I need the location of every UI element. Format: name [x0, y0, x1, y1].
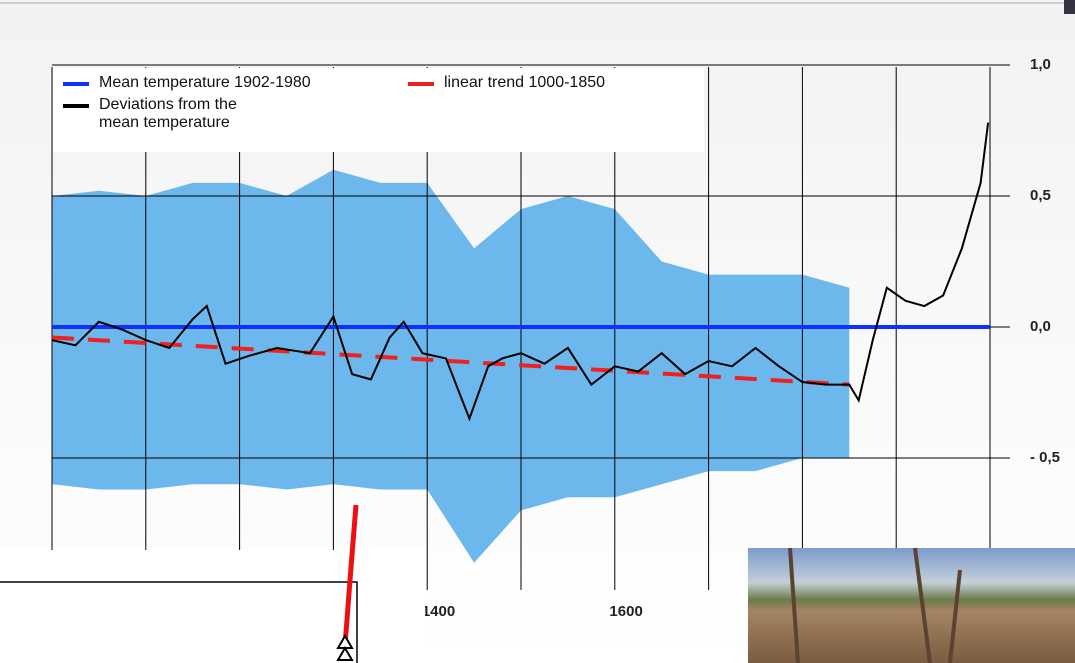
series-line: [51, 335, 850, 387]
x-tick-label: 1600: [609, 603, 642, 620]
legend-swatch: [408, 82, 434, 86]
series-line: [51, 122, 990, 422]
y-tick-label: 0,0: [1030, 318, 1051, 335]
legend-swatch: [63, 104, 89, 108]
y-tick-label: - 0,5: [1030, 449, 1060, 466]
legend-item: Mean temperature 1902-1980: [63, 74, 311, 92]
y-tick-label: 0,5: [1030, 187, 1051, 204]
x-tick-label: 1400: [422, 603, 455, 620]
legend-label: Mean temperature 1902-1980: [99, 74, 311, 91]
uncertainty-band: [52, 169, 850, 563]
legend-item: linear trend 1000-1850: [408, 74, 605, 92]
legend-label: linear trend 1000-1850: [444, 74, 606, 91]
legend-label: Deviations from the mean temperature: [99, 96, 237, 131]
legend-item: Deviations from the mean temperature: [63, 96, 264, 132]
legend-swatch: [63, 82, 89, 86]
corner-icon: [1064, 0, 1075, 14]
legend: Mean temperature 1902-1980 linear trend 1…: [53, 68, 704, 152]
y-tick-label: 1,0: [1030, 56, 1051, 73]
